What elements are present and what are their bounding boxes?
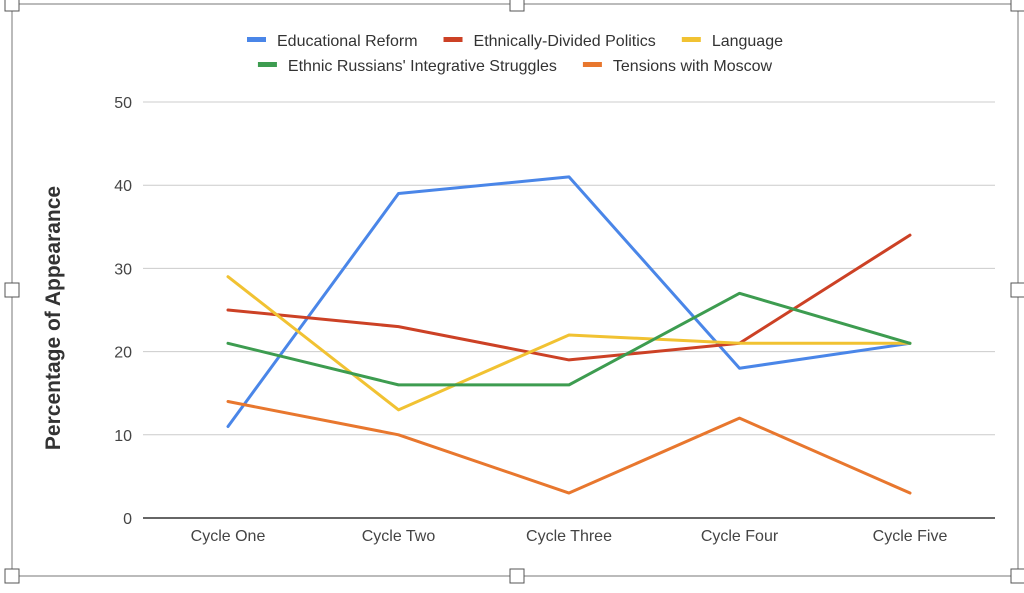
- y-axis-title: Percentage of Appearance: [42, 186, 65, 450]
- resize-handle-middle-right[interactable]: [1010, 282, 1024, 298]
- resize-handle-middle-left[interactable]: [4, 282, 20, 298]
- resize-handle-top-right[interactable]: [1010, 0, 1024, 12]
- legend-swatch: [443, 37, 463, 42]
- legend-swatch: [257, 62, 277, 67]
- legend-item-1: Ethnically-Divided Politics: [443, 33, 656, 50]
- resize-handle-bottom-right[interactable]: [1010, 568, 1024, 584]
- y-tick-label: 0: [123, 511, 132, 528]
- y-tick-label: 30: [114, 261, 132, 278]
- series-line-0: [226, 175, 912, 428]
- legend-swatch: [681, 37, 701, 42]
- series-line-2: [226, 275, 912, 412]
- legend-item-0: Educational Reform: [247, 33, 418, 50]
- legend-label: Educational Reform: [277, 33, 418, 50]
- legend-swatch: [582, 62, 602, 67]
- resize-handle-top-left[interactable]: [4, 0, 20, 12]
- legend: Educational Reform Ethnically-Divided Pol…: [247, 33, 783, 75]
- x-tick-label: Cycle One: [191, 528, 266, 545]
- x-tick-label: Cycle Five: [873, 528, 948, 545]
- legend-label: Tensions with Moscow: [613, 58, 773, 75]
- resize-handle-top-center[interactable]: [509, 0, 525, 12]
- x-axis-ticks: Cycle One Cycle Two Cycle Three Cycle Four C…: [191, 528, 948, 545]
- series-lines: [226, 175, 912, 495]
- legend-label: Ethnically-Divided Politics: [474, 33, 656, 50]
- legend-item-2: Language: [681, 33, 783, 50]
- legend-item-3: Ethnic Russians' Integrative Struggles: [257, 58, 557, 75]
- y-axis-ticks: 0 10 20 30 40 50: [114, 95, 132, 528]
- series-line-1: [226, 233, 912, 362]
- selection-frame: [11, 3, 1019, 577]
- resize-handle-bottom-center[interactable]: [509, 568, 525, 584]
- legend-label: Ethnic Russians' Integrative Struggles: [288, 58, 557, 75]
- x-tick-label: Cycle Two: [362, 528, 436, 545]
- resize-handle-bottom-left[interactable]: [4, 568, 20, 584]
- y-tick-label: 20: [114, 345, 132, 362]
- legend-item-4: Tensions with Moscow: [582, 58, 773, 75]
- y-tick-label: 40: [114, 178, 132, 195]
- y-tick-label: 50: [114, 95, 132, 112]
- legend-label: Language: [712, 33, 783, 50]
- x-tick-label: Cycle Four: [701, 528, 779, 545]
- legend-swatch: [247, 37, 266, 42]
- series-line-3: [226, 291, 912, 387]
- y-tick-label: 10: [114, 428, 132, 445]
- series-line-4: [226, 400, 912, 495]
- x-tick-label: Cycle Three: [526, 528, 612, 545]
